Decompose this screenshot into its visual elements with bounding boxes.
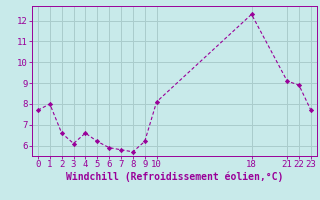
X-axis label: Windchill (Refroidissement éolien,°C): Windchill (Refroidissement éolien,°C) (66, 172, 283, 182)
